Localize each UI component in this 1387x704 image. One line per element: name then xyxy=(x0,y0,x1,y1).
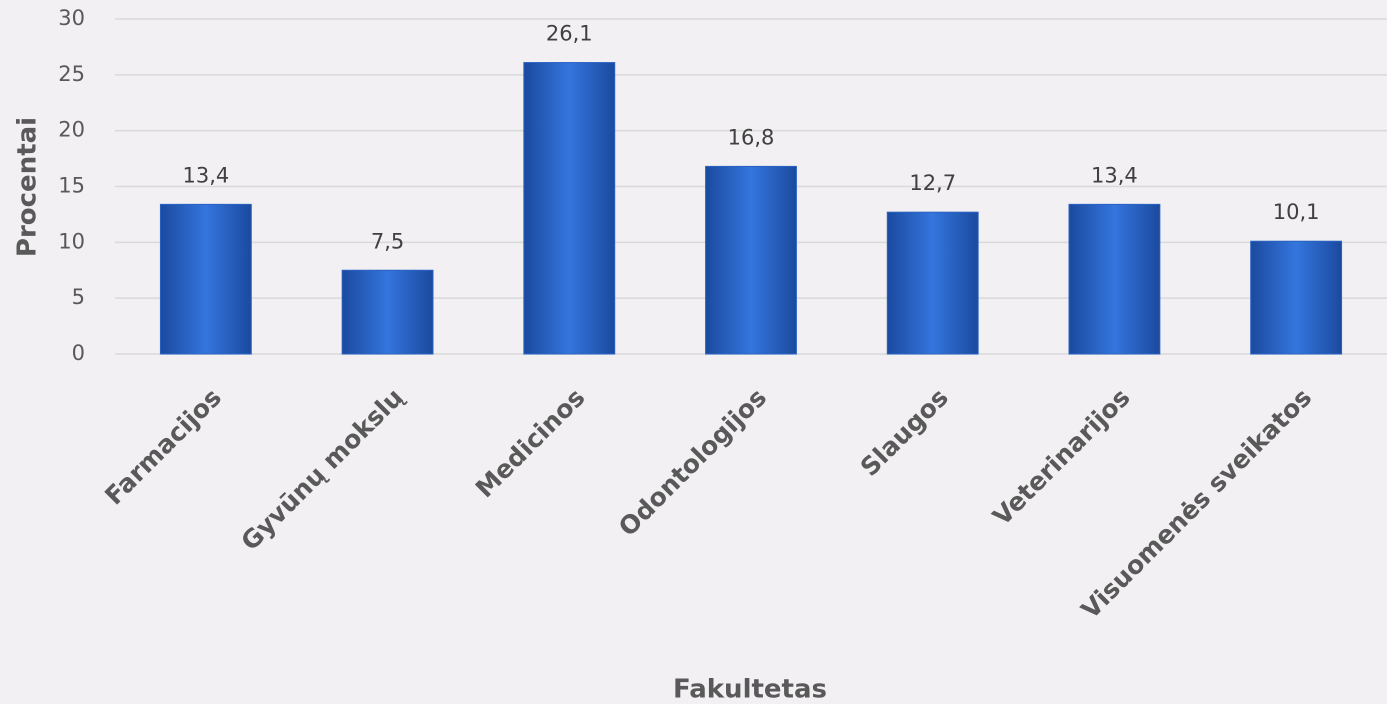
y-tick-label: 10 xyxy=(58,229,85,253)
y-tick-label: 20 xyxy=(58,118,85,142)
value-label: 26,1 xyxy=(546,22,593,46)
y-axis-label: Procentai xyxy=(13,117,43,257)
value-label: 13,4 xyxy=(182,163,229,187)
bar xyxy=(705,165,797,355)
y-tick-label: 30 xyxy=(58,6,85,30)
bar xyxy=(523,62,616,355)
bar xyxy=(341,269,434,355)
value-label: 7,5 xyxy=(371,229,404,253)
bar xyxy=(886,211,979,355)
value-label: 16,8 xyxy=(728,125,775,149)
value-label: 12,7 xyxy=(909,171,956,195)
value-label: 13,4 xyxy=(1091,163,1138,187)
y-tick-label: 0 xyxy=(72,341,85,365)
bar xyxy=(1068,203,1161,355)
y-tick-label: 5 xyxy=(72,285,85,309)
bar xyxy=(1250,240,1343,355)
y-tick-label: 25 xyxy=(58,62,85,86)
value-label: 10,1 xyxy=(1273,200,1320,224)
x-axis-label: Fakultetas xyxy=(673,675,827,704)
bar xyxy=(159,203,252,355)
y-tick-label: 15 xyxy=(58,174,85,198)
